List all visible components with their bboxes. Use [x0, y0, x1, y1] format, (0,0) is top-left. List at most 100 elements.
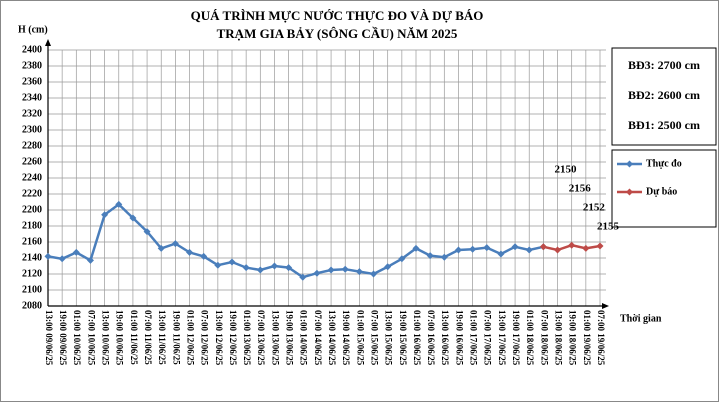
data-point	[554, 246, 562, 254]
x-tick-label: 13:00 11/06/25	[157, 310, 167, 365]
x-tick-label: 19:00 15/06/25	[398, 310, 408, 366]
data-point	[171, 240, 179, 248]
x-tick-label: 13:00 17/06/25	[497, 310, 507, 366]
x-tick-label: 01:00 11/06/25	[129, 310, 139, 365]
x-tick-label: 07:00 10/06/25	[86, 310, 96, 366]
data-point	[256, 266, 264, 274]
x-tick-label: 13:00 15/06/25	[384, 310, 394, 366]
data-point	[384, 263, 392, 271]
data-point	[454, 246, 462, 254]
data-point	[214, 261, 222, 269]
x-tick-label: 13:00 16/06/25	[440, 310, 450, 366]
data-point	[313, 269, 321, 277]
value-label: 2152	[583, 202, 606, 214]
value-label: 2155	[597, 221, 620, 233]
data-point	[483, 244, 491, 252]
x-tick-label: 07:00 11/06/25	[143, 310, 153, 365]
x-tick-label: 13:00 13/06/25	[270, 310, 280, 366]
x-tick-label: 19:00 17/06/25	[511, 310, 521, 366]
value-label: 2150	[555, 164, 578, 176]
data-point	[596, 242, 604, 250]
x-tick-label: 07:00 17/06/25	[483, 310, 493, 366]
data-point	[115, 200, 123, 208]
x-tick-label: 07:00 12/06/25	[200, 310, 210, 366]
y-tick-label: 2280	[22, 140, 42, 151]
data-point	[341, 265, 349, 273]
x-tick-label: 19:00 12/06/25	[228, 310, 238, 366]
y-tick-label: 2100	[22, 284, 42, 295]
data-point	[285, 264, 293, 272]
data-point	[72, 248, 80, 256]
y-tick-label: 2140	[22, 252, 42, 263]
x-tick-label: 01:00 17/06/25	[469, 310, 479, 366]
alert-box	[611, 47, 717, 146]
data-point	[44, 252, 52, 260]
x-tick-label: 19:00 11/06/25	[171, 310, 181, 365]
alert-level: BĐ1: 2500 cm	[628, 118, 700, 132]
x-tick-label: 01:00 19/06/25	[582, 310, 592, 366]
x-tick-label: 19:00 10/06/25	[115, 310, 125, 366]
data-point	[582, 244, 590, 252]
x-tick-label: 19:00 14/06/25	[341, 310, 351, 366]
y-tick-label: 2320	[22, 108, 42, 119]
x-tick-label: 13:00 09/06/25	[44, 310, 54, 366]
y-tick-label: 2360	[22, 76, 42, 87]
data-point	[370, 270, 378, 278]
data-point	[497, 250, 505, 258]
x-tick-label: 01:00 14/06/25	[299, 310, 309, 366]
data-point	[299, 273, 307, 281]
data-point	[157, 244, 165, 252]
data-point	[200, 252, 208, 260]
data-point	[242, 264, 250, 272]
data-point	[355, 268, 363, 276]
x-tick-label: 19:00 13/06/25	[285, 310, 295, 366]
x-tick-label: 19:00 18/06/25	[568, 310, 578, 366]
x-tick-label: 01:00 10/06/25	[72, 310, 82, 366]
data-point	[398, 255, 406, 263]
data-point	[539, 243, 547, 251]
data-point	[426, 252, 434, 260]
y-tick-label: 2220	[22, 188, 42, 199]
data-point	[58, 255, 66, 263]
x-tick-label: 13:00 10/06/25	[101, 310, 111, 366]
x-tick-label: 07:00 19/06/25	[596, 310, 606, 366]
data-point	[143, 228, 151, 236]
x-tick-label: 07:00 14/06/25	[313, 310, 323, 366]
x-tick-label: 01:00 16/06/25	[412, 310, 422, 366]
x-tick-label: 01:00 13/06/25	[242, 310, 252, 366]
x-axis-arrow	[602, 303, 609, 309]
y-tick-label: 2240	[22, 172, 42, 183]
x-tick-label: 01:00 18/06/25	[525, 310, 535, 366]
y-tick-label: 2080	[22, 300, 42, 311]
legend-marker	[626, 188, 633, 196]
y-tick-label: 2260	[22, 156, 42, 167]
y-tick-label: 2300	[22, 124, 42, 135]
y-tick-label: 2180	[22, 220, 42, 231]
data-point	[440, 253, 448, 261]
data-point	[511, 243, 519, 251]
data-point	[86, 256, 94, 264]
y-tick-label: 2200	[22, 204, 42, 215]
chart-title: QUÁ TRÌNH MỰC NƯỚC THỰC ĐO VÀ DỰ BÁO	[191, 8, 484, 23]
data-point	[101, 211, 109, 219]
y-tick-label: 2340	[22, 92, 42, 103]
data-point	[228, 258, 236, 266]
y-tick-label: 2120	[22, 268, 42, 279]
alert-level: BĐ2: 2600 cm	[628, 88, 700, 102]
data-point	[525, 246, 533, 254]
x-tick-label: 01:00 12/06/25	[185, 310, 195, 366]
x-tick-label: 13:00 18/06/25	[553, 310, 563, 366]
y-tick-label: 2380	[22, 60, 42, 71]
y-axis-label: H (cm)	[18, 24, 48, 35]
data-point	[327, 266, 335, 274]
x-tick-label: 13:00 12/06/25	[214, 310, 224, 366]
data-point	[129, 214, 137, 222]
legend-label: Dự báo	[646, 186, 677, 197]
data-point	[469, 245, 477, 253]
y-tick-label: 2160	[22, 236, 42, 247]
y-axis-arrow	[45, 39, 51, 46]
x-tick-label: 07:00 15/06/25	[369, 310, 379, 366]
x-tick-label: 07:00 18/06/25	[539, 310, 549, 366]
y-tick-label: 2400	[22, 44, 42, 55]
